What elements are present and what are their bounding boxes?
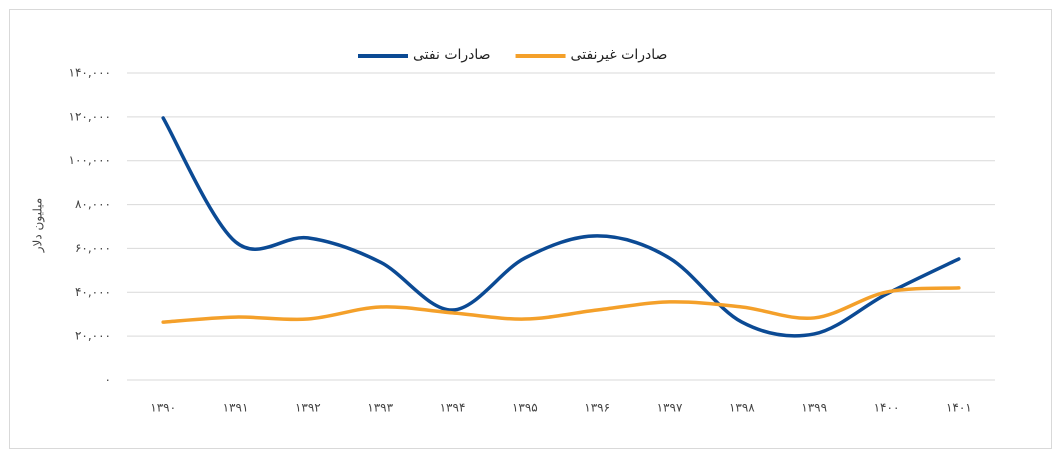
x-tick-label: ۱۳۹۷ bbox=[657, 401, 683, 415]
x-tick-label: ۱۳۹۵ bbox=[512, 401, 538, 415]
y-tick-label: ۶۰,۰۰۰ bbox=[75, 241, 111, 255]
line-series bbox=[161, 116, 961, 338]
x-tick-label: ۱۳۹۲ bbox=[295, 401, 321, 415]
chart-frame bbox=[9, 9, 1052, 449]
x-tick-label: ۱۳۹۶ bbox=[584, 401, 610, 415]
legend-text: صادرات غیرنفتی bbox=[571, 47, 668, 63]
y-tick-label: ۰ bbox=[105, 373, 111, 387]
x-tick-label: ۱۳۹۰ bbox=[150, 401, 176, 415]
x-tick-label: ۱۳۹۱ bbox=[223, 401, 249, 415]
x-tick-label: ۱۳۹۳ bbox=[367, 401, 393, 415]
y-axis-label: میلیون دلار bbox=[31, 198, 46, 253]
y-tick-label: ۸۰,۰۰۰ bbox=[75, 197, 111, 211]
y-tick-label: ۲۰,۰۰۰ bbox=[75, 329, 111, 343]
y-tick-label: ۱۲۰,۰۰۰ bbox=[69, 109, 112, 123]
y-tick-label: ۱۰۰,۰۰۰ bbox=[69, 153, 112, 167]
x-tick-label: ۱۳۹۸ bbox=[729, 401, 755, 415]
x-tick-label: ۱۴۰۰ bbox=[874, 401, 900, 415]
x-tick-label: ۱۴۰۱ bbox=[946, 401, 972, 415]
legend-text: صادرات نفتی bbox=[413, 47, 491, 63]
x-tick-label: ۱۳۹۴ bbox=[440, 401, 466, 415]
y-tick-label: ۱۴۰,۰۰۰ bbox=[69, 66, 112, 80]
line-series bbox=[161, 286, 961, 324]
y-tick-label: ۴۰,۰۰۰ bbox=[75, 285, 111, 299]
x-tick-label: ۱۳۹۹ bbox=[801, 401, 827, 415]
